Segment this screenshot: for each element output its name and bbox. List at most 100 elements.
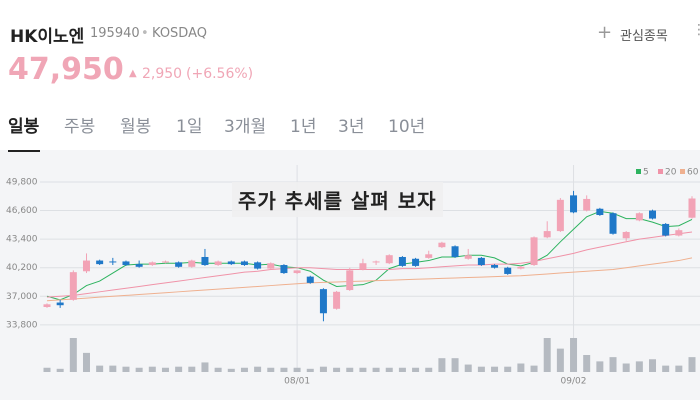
- stock-code: 195940: [90, 26, 140, 41]
- volume-bar: [122, 366, 130, 372]
- volume-bar: [82, 352, 90, 372]
- candle-body: [596, 208, 604, 216]
- legend-label: 5: [643, 168, 649, 178]
- candle-body: [412, 258, 420, 266]
- candle-body: [293, 270, 301, 274]
- ma-line: [46, 257, 693, 302]
- y-tick-label: 43,400: [6, 235, 38, 245]
- volume-bar: [570, 338, 578, 372]
- volume-bar: [175, 366, 183, 372]
- candle-body: [43, 304, 51, 307]
- x-tick-label: 08/01: [284, 377, 310, 387]
- volume-bar: [227, 368, 235, 372]
- candle-body: [491, 265, 499, 268]
- volume-bar: [464, 364, 472, 372]
- candle-body: [583, 198, 591, 211]
- candle-body: [609, 213, 617, 234]
- change: 2,950: [142, 66, 183, 82]
- volume-bar: [96, 365, 104, 372]
- volume-bar: [438, 358, 446, 372]
- volume-bar: [675, 365, 683, 372]
- volume-bar: [43, 367, 51, 372]
- candle-body: [161, 261, 169, 263]
- volume-bar: [201, 362, 209, 372]
- candle-body: [175, 262, 183, 267]
- more-icon[interactable]: ⋮: [692, 22, 700, 38]
- volume-bar: [412, 367, 420, 372]
- candle-body: [201, 256, 209, 266]
- change-pct: (+6.56%): [186, 66, 254, 82]
- legend-swatch: [658, 169, 663, 174]
- legend-label: 60: [687, 168, 699, 178]
- candle-body: [82, 260, 90, 272]
- candle-body: [254, 262, 262, 269]
- tab[interactable]: 일봉: [8, 117, 40, 137]
- candle-body: [477, 257, 485, 266]
- tab[interactable]: 1년: [290, 117, 317, 137]
- volume-bar: [240, 367, 248, 372]
- watch-button[interactable]: 관심종목: [620, 29, 668, 44]
- volume-bar: [451, 358, 459, 372]
- volume-bar: [491, 366, 499, 372]
- candle-body: [543, 231, 551, 238]
- tab[interactable]: 1일: [176, 117, 203, 137]
- candle-body: [649, 210, 657, 219]
- tab[interactable]: 월봉: [120, 117, 152, 137]
- tab[interactable]: 3년: [338, 117, 365, 137]
- volume-bar: [135, 367, 143, 372]
- market: KOSDAQ: [152, 26, 207, 41]
- volume-bar: [649, 359, 657, 372]
- legend-swatch: [680, 169, 685, 174]
- candle-body: [464, 255, 472, 259]
- volume-bar: [372, 367, 380, 372]
- volume-bar: [504, 366, 512, 372]
- candle-body: [688, 198, 696, 218]
- candle-body: [333, 291, 341, 309]
- candle-body: [267, 263, 275, 269]
- candle-body: [240, 261, 248, 266]
- volume-bar: [69, 338, 77, 372]
- candle-body: [398, 256, 406, 266]
- candle-body: [385, 255, 393, 264]
- candle-body: [517, 266, 525, 269]
- x-tick-label: 09/02: [561, 377, 587, 387]
- y-tick-label: 37,000: [6, 292, 38, 302]
- volume-bar: [254, 366, 262, 372]
- volume-bar: [109, 365, 117, 372]
- volume-bar: [398, 367, 406, 372]
- ma-line: [46, 231, 693, 298]
- volume-bar: [319, 366, 327, 372]
- volume-bar: [425, 367, 433, 372]
- volume-bar: [293, 367, 301, 372]
- candle-body: [280, 265, 288, 274]
- volume-bar: [583, 355, 591, 372]
- candle-body: [622, 231, 630, 239]
- volume-bar: [333, 367, 341, 372]
- volume-bar: [359, 367, 367, 372]
- volume-bar: [385, 367, 393, 372]
- candle-body: [359, 263, 367, 270]
- candle-body: [530, 237, 538, 266]
- candle-body: [504, 267, 512, 274]
- volume-bar: [688, 357, 696, 372]
- stock-name: HK이노엔: [10, 27, 85, 47]
- volume-bar: [609, 357, 617, 372]
- plus-icon[interactable]: +: [597, 22, 613, 43]
- volume-bar: [148, 366, 156, 372]
- tab[interactable]: 주봉: [64, 117, 96, 137]
- candle-body: [122, 261, 130, 266]
- candle-body: [425, 254, 433, 258]
- tab[interactable]: 3개월: [224, 117, 267, 137]
- volume-bar: [530, 365, 538, 372]
- y-tick-label: 33,800: [6, 320, 38, 330]
- candle-body: [306, 276, 314, 283]
- tab[interactable]: 10년: [388, 117, 426, 137]
- volume-bar: [556, 348, 564, 372]
- volume-bar: [280, 367, 288, 372]
- legend-swatch: [636, 169, 641, 174]
- candle-body: [319, 289, 327, 314]
- overlay-text: 주가 추세를 살펴 보자: [232, 182, 443, 217]
- candle-body: [556, 199, 564, 232]
- candle-body: [227, 261, 235, 265]
